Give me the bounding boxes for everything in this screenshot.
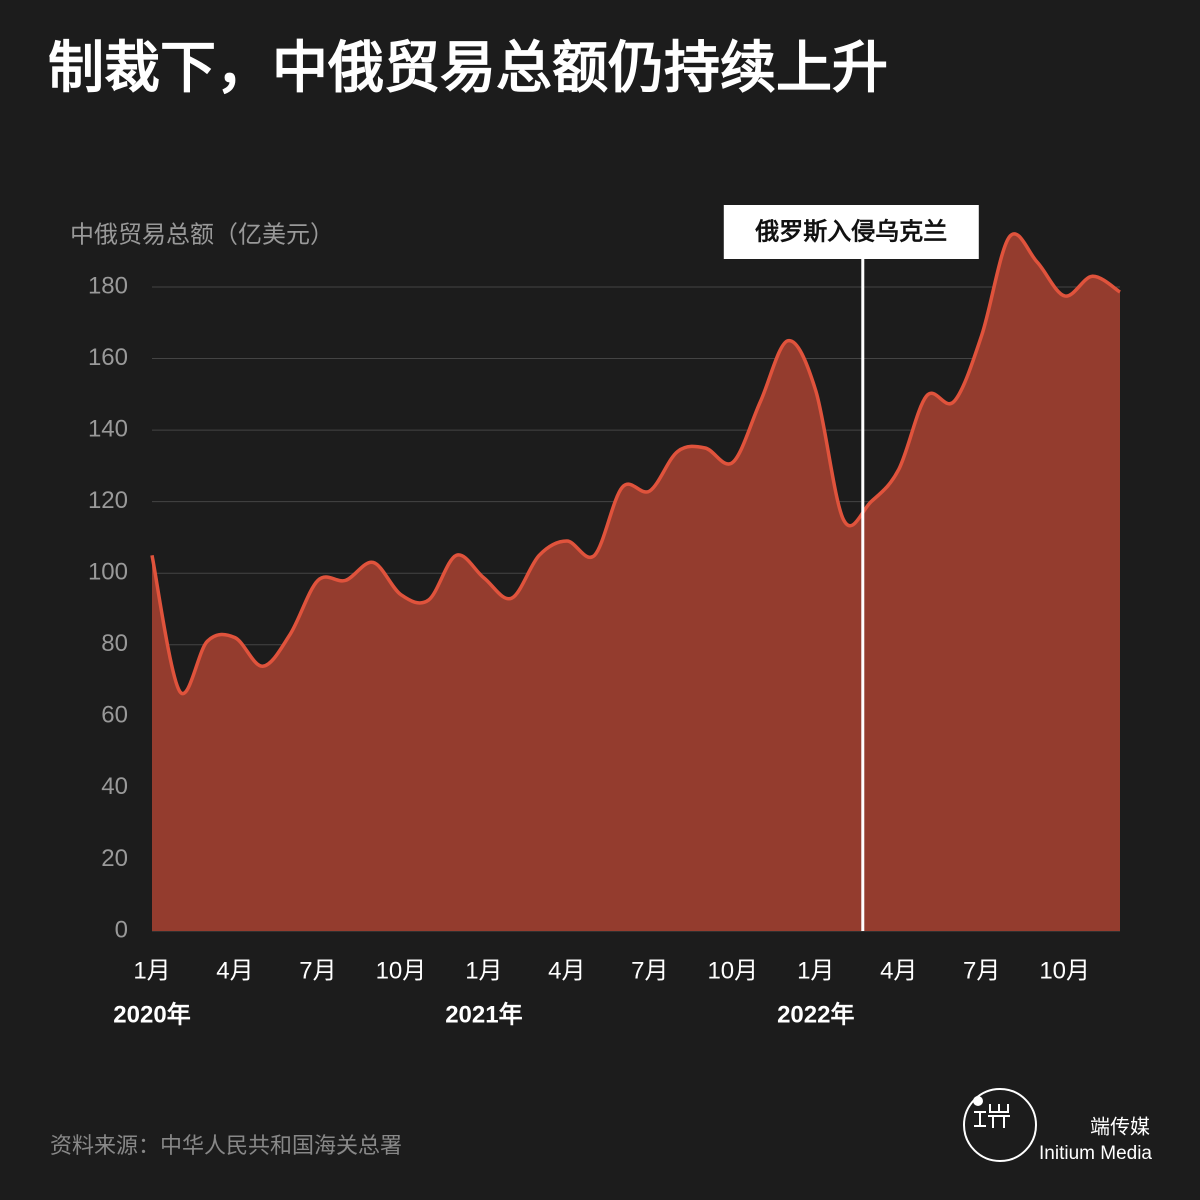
logo-dot [973, 1096, 983, 1106]
y-tick-label: 0 [115, 916, 128, 943]
y-tick-label: 160 [88, 344, 128, 371]
y-tick-label: 60 [101, 702, 128, 729]
x-tick-label: 7月 [963, 957, 1000, 984]
y-tick-label: 180 [88, 272, 128, 299]
annotation-box [723, 205, 979, 259]
y-tick-label: 140 [88, 415, 128, 442]
source: 资料来源：中华人民共和国海关总署 [50, 1133, 402, 1158]
y-tick-label: 120 [88, 487, 128, 514]
x-tick-label: 10月 [376, 957, 427, 984]
y-axis-label: 中俄贸易总额（亿美元） [70, 221, 334, 248]
x-tick-label: 1月 [465, 957, 502, 984]
x-tick-label: 7月 [299, 957, 336, 984]
y-tick-label: 80 [101, 630, 128, 657]
logo [963, 1088, 1037, 1162]
line [150, 232, 1121, 696]
area [152, 233, 1120, 932]
brand-name-en: Initium Media [1039, 1143, 1152, 1164]
y-tick-label: 40 [101, 773, 128, 800]
x-tick-label: 4月 [880, 957, 917, 984]
y-tick-label: 20 [101, 845, 128, 872]
year-label: 2020年 [113, 1000, 190, 1028]
annotation-text: 俄罗斯入侵乌克兰 [754, 217, 947, 245]
x-tick-label: 10月 [1039, 957, 1090, 984]
logo-glyph [974, 1104, 1010, 1128]
x-tick-label: 1月 [133, 957, 170, 984]
y-tick-label: 100 [88, 559, 128, 586]
x-tick-label: 10月 [707, 957, 758, 984]
x-tick-label: 4月 [548, 957, 585, 984]
x-tick-label: 7月 [631, 957, 668, 984]
year-label: 2021年 [445, 1000, 522, 1028]
logo-ring [963, 1088, 1037, 1162]
year-label: 2022年 [777, 1000, 854, 1028]
x-tick-label: 1月 [797, 957, 834, 984]
brand-name: 端传媒 [1090, 1115, 1150, 1138]
chart-title: 制裁下，中俄贸易总额仍持续上升 [48, 36, 888, 99]
x-tick-label: 4月 [216, 957, 253, 984]
